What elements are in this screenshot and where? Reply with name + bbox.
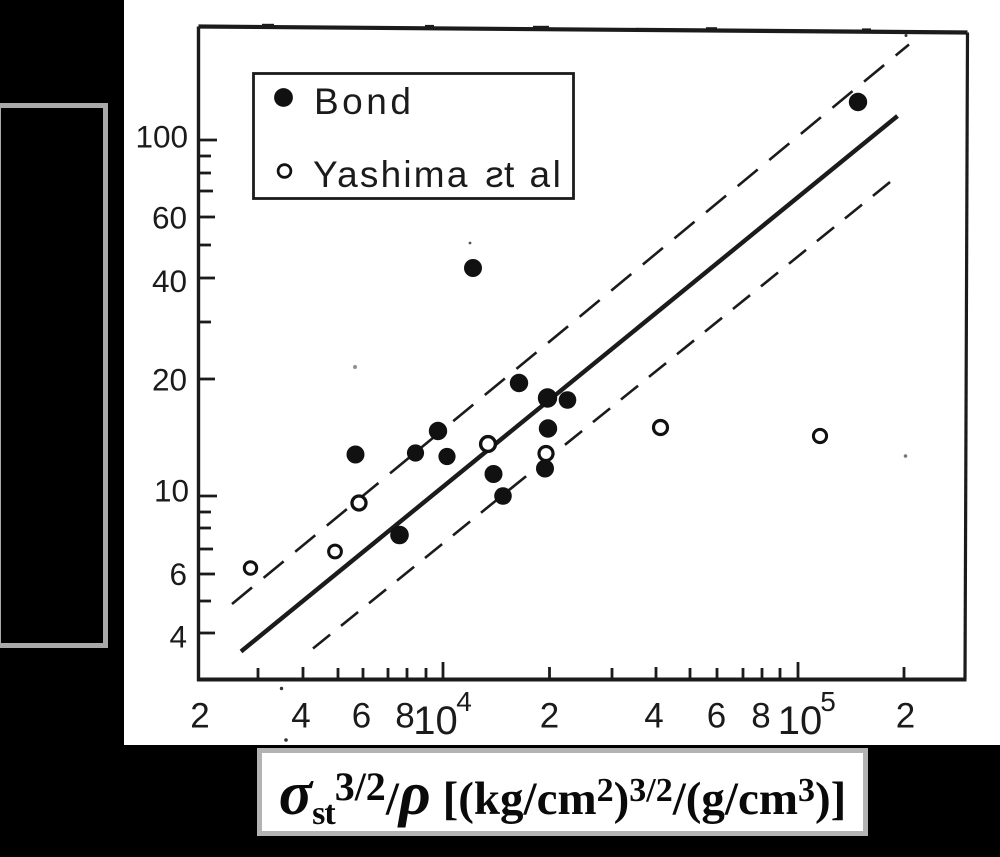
- svg-text:8: 8: [751, 697, 770, 736]
- svg-text:4: 4: [291, 697, 310, 736]
- svg-text:40: 40: [152, 263, 187, 299]
- svg-text:2: 2: [540, 697, 559, 736]
- svg-text:4: 4: [169, 619, 187, 655]
- svg-text:4: 4: [644, 697, 663, 736]
- svg-text:Yashima: Yashima: [313, 154, 470, 195]
- svg-text:Bond: Bond: [314, 81, 414, 122]
- svg-text:4: 4: [456, 686, 472, 717]
- svg-text:5: 5: [820, 686, 836, 717]
- svg-text:6: 6: [352, 697, 371, 736]
- svg-text:2: 2: [896, 697, 915, 736]
- svg-text:60: 60: [152, 200, 187, 236]
- svg-text:20: 20: [152, 362, 187, 398]
- svg-text:8: 8: [395, 697, 414, 736]
- svg-text:100: 100: [135, 119, 188, 155]
- svg-text:t al: t al: [504, 154, 563, 195]
- svg-text:10: 10: [778, 699, 823, 743]
- svg-text:6: 6: [169, 556, 187, 592]
- svg-text:10: 10: [413, 699, 458, 743]
- svg-text:6: 6: [707, 697, 726, 736]
- svg-text:2: 2: [190, 697, 209, 736]
- svg-text:10: 10: [154, 473, 189, 509]
- svg-text:s: s: [485, 154, 504, 195]
